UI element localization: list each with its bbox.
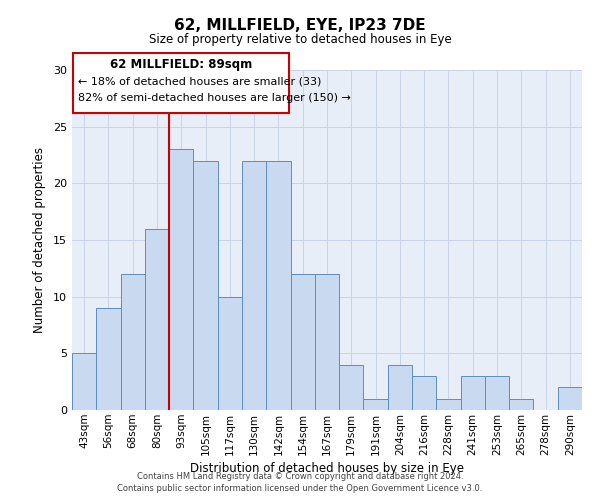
- Text: ← 18% of detached houses are smaller (33): ← 18% of detached houses are smaller (33…: [79, 76, 322, 86]
- Y-axis label: Number of detached properties: Number of detached properties: [33, 147, 46, 333]
- Bar: [339, 364, 364, 410]
- Bar: [485, 376, 509, 410]
- Bar: [315, 274, 339, 410]
- Bar: [121, 274, 145, 410]
- Bar: [558, 388, 582, 410]
- Bar: [96, 308, 121, 410]
- Bar: [266, 160, 290, 410]
- X-axis label: Distribution of detached houses by size in Eye: Distribution of detached houses by size …: [190, 462, 464, 475]
- Bar: [461, 376, 485, 410]
- Bar: [169, 150, 193, 410]
- Bar: [412, 376, 436, 410]
- Bar: [364, 398, 388, 410]
- Bar: [218, 296, 242, 410]
- Bar: [145, 228, 169, 410]
- Bar: [242, 160, 266, 410]
- Bar: [509, 398, 533, 410]
- Bar: [193, 160, 218, 410]
- Text: 62 MILLFIELD: 89sqm: 62 MILLFIELD: 89sqm: [110, 58, 253, 71]
- Bar: [72, 354, 96, 410]
- Text: Contains public sector information licensed under the Open Government Licence v3: Contains public sector information licen…: [118, 484, 482, 493]
- Bar: [388, 364, 412, 410]
- Bar: [290, 274, 315, 410]
- Text: 82% of semi-detached houses are larger (150) →: 82% of semi-detached houses are larger (…: [79, 94, 351, 104]
- Bar: [436, 398, 461, 410]
- Text: 62, MILLFIELD, EYE, IP23 7DE: 62, MILLFIELD, EYE, IP23 7DE: [174, 18, 426, 32]
- Text: Size of property relative to detached houses in Eye: Size of property relative to detached ho…: [149, 32, 451, 46]
- Text: Contains HM Land Registry data © Crown copyright and database right 2024.: Contains HM Land Registry data © Crown c…: [137, 472, 463, 481]
- FancyBboxPatch shape: [73, 53, 289, 113]
